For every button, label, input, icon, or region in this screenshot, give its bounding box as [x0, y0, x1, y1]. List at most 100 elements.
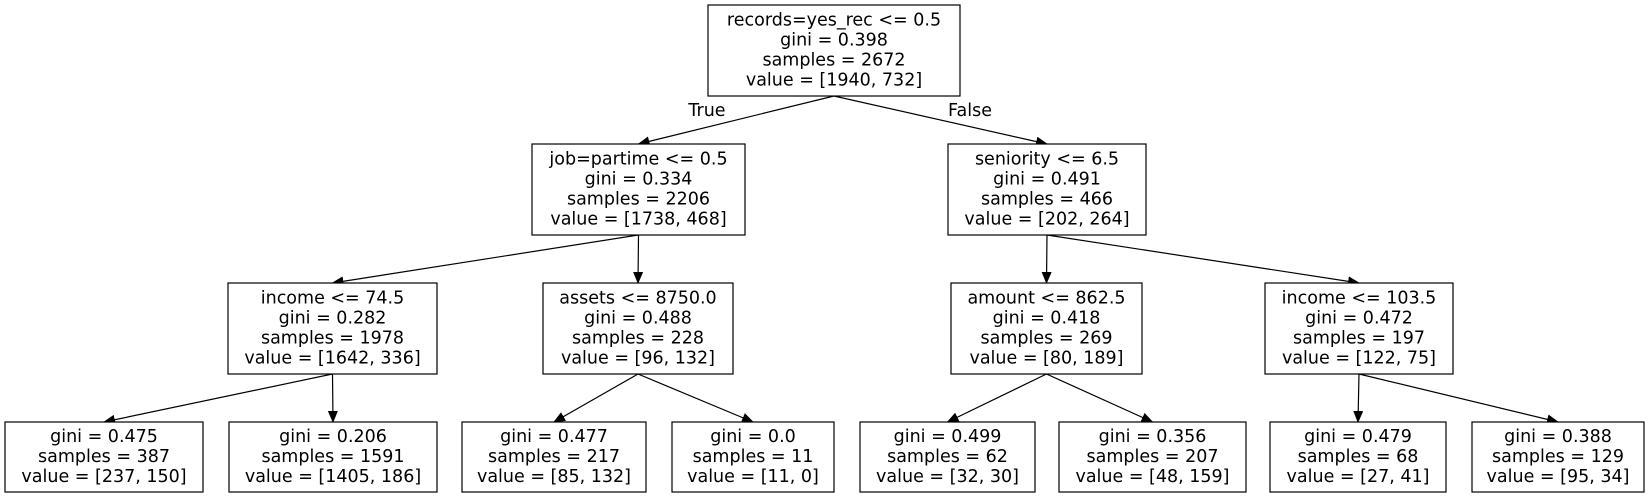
- edge-n5-n11: [946, 373, 1047, 423]
- class-values: value = [1738, 468]: [550, 210, 726, 230]
- node-box: [1058, 421, 1247, 493]
- samples-count: samples = 387: [38, 447, 170, 467]
- gini-value: gini = 0.398: [780, 31, 888, 51]
- split-condition: income <= 103.5: [1282, 289, 1437, 309]
- samples-count: samples = 269: [981, 329, 1113, 349]
- class-values: value = [48, 159]: [1075, 467, 1229, 487]
- samples-count: samples = 207: [1087, 447, 1219, 467]
- edges-layer: [103, 95, 1559, 425]
- edge-n4-n9: [553, 373, 639, 423]
- class-values: value = [11, 0]: [687, 467, 819, 487]
- split-condition: records=yes_rec <= 0.5: [727, 11, 941, 31]
- node-box: [542, 282, 734, 375]
- class-values: value = [80, 189]: [969, 349, 1123, 369]
- gini-value: gini = 0.477: [500, 427, 608, 447]
- split-condition: amount <= 862.5: [967, 289, 1125, 309]
- samples-count: samples = 2672: [762, 51, 905, 71]
- samples-count: samples = 1591: [261, 447, 404, 467]
- gini-value: gini = 0.479: [1304, 427, 1412, 447]
- edge-n1-n3: [331, 234, 639, 287]
- gini-value: gini = 0.334: [585, 170, 693, 190]
- class-values: value = [1940, 732]: [746, 71, 922, 91]
- class-values: value = [202, 264]: [964, 210, 1129, 230]
- class-values: value = [237, 150]: [21, 467, 186, 487]
- edge-n0-n1: [637, 95, 835, 147]
- split-condition: income <= 74.5: [261, 289, 405, 309]
- node-box: [671, 421, 835, 493]
- edge-n2-n6: [1046, 234, 1360, 287]
- edge-n3-n7: [103, 373, 333, 425]
- class-values: value = [122, 75]: [1282, 349, 1436, 369]
- samples-count: samples = 129: [1492, 447, 1624, 467]
- gini-value: gini = 0.356: [1099, 427, 1207, 447]
- edge-n6-n14: [1358, 373, 1559, 425]
- class-values: value = [32, 30]: [876, 467, 1019, 487]
- edge-n4-n10: [637, 373, 754, 423]
- gini-value: gini = 0.488: [584, 309, 692, 329]
- edge-n0-n2: [833, 95, 1048, 147]
- edge-label: True: [687, 101, 725, 121]
- gini-value: gini = 0.0: [710, 427, 796, 447]
- samples-count: samples = 62: [887, 447, 1008, 467]
- samples-count: samples = 1978: [261, 329, 404, 349]
- class-values: value = [96, 132]: [561, 349, 715, 369]
- node-box: [1269, 421, 1447, 493]
- split-condition: seniority <= 6.5: [975, 150, 1119, 170]
- class-values: value = [1642, 336]: [244, 349, 420, 369]
- node-box: [707, 4, 961, 97]
- samples-count: samples = 68: [1298, 447, 1419, 467]
- node-box: [950, 282, 1143, 375]
- edge-n5-n12: [1046, 373, 1154, 423]
- split-condition: assets <= 8750.0: [559, 289, 716, 309]
- gini-value: gini = 0.418: [993, 309, 1101, 329]
- node-box: [1471, 421, 1645, 493]
- edge-n1-n4: [633, 234, 644, 284]
- gini-value: gini = 0.475: [50, 427, 158, 447]
- class-values: value = [1405, 186]: [245, 467, 421, 487]
- gini-value: gini = 0.499: [894, 427, 1002, 447]
- samples-count: samples = 466: [981, 190, 1113, 210]
- class-values: value = [85, 132]: [477, 467, 631, 487]
- samples-count: samples = 217: [488, 447, 620, 467]
- edge-label: False: [948, 101, 992, 121]
- node-box: [227, 282, 438, 375]
- node-box: [1264, 282, 1454, 375]
- samples-count: samples = 2206: [567, 190, 710, 210]
- node-box: [461, 421, 647, 493]
- gini-value: gini = 0.206: [279, 427, 387, 447]
- gini-value: gini = 0.472: [1305, 309, 1413, 329]
- node-box: [531, 143, 746, 236]
- gini-value: gini = 0.282: [279, 309, 387, 329]
- edge-n6-n13: [1353, 373, 1364, 423]
- samples-count: samples = 197: [1293, 329, 1425, 349]
- samples-count: samples = 11: [693, 447, 814, 467]
- gini-value: gini = 0.388: [1504, 427, 1612, 447]
- edge-n2-n5: [1041, 234, 1052, 284]
- node-box: [947, 143, 1147, 236]
- class-values: value = [95, 34]: [1487, 467, 1630, 487]
- gini-value: gini = 0.491: [993, 170, 1101, 190]
- node-box: [859, 421, 1036, 493]
- split-condition: job=partime <= 0.5: [548, 150, 727, 170]
- class-values: value = [27, 41]: [1287, 467, 1430, 487]
- node-box: [228, 421, 438, 493]
- node-box: [4, 421, 204, 493]
- samples-count: samples = 228: [572, 329, 704, 349]
